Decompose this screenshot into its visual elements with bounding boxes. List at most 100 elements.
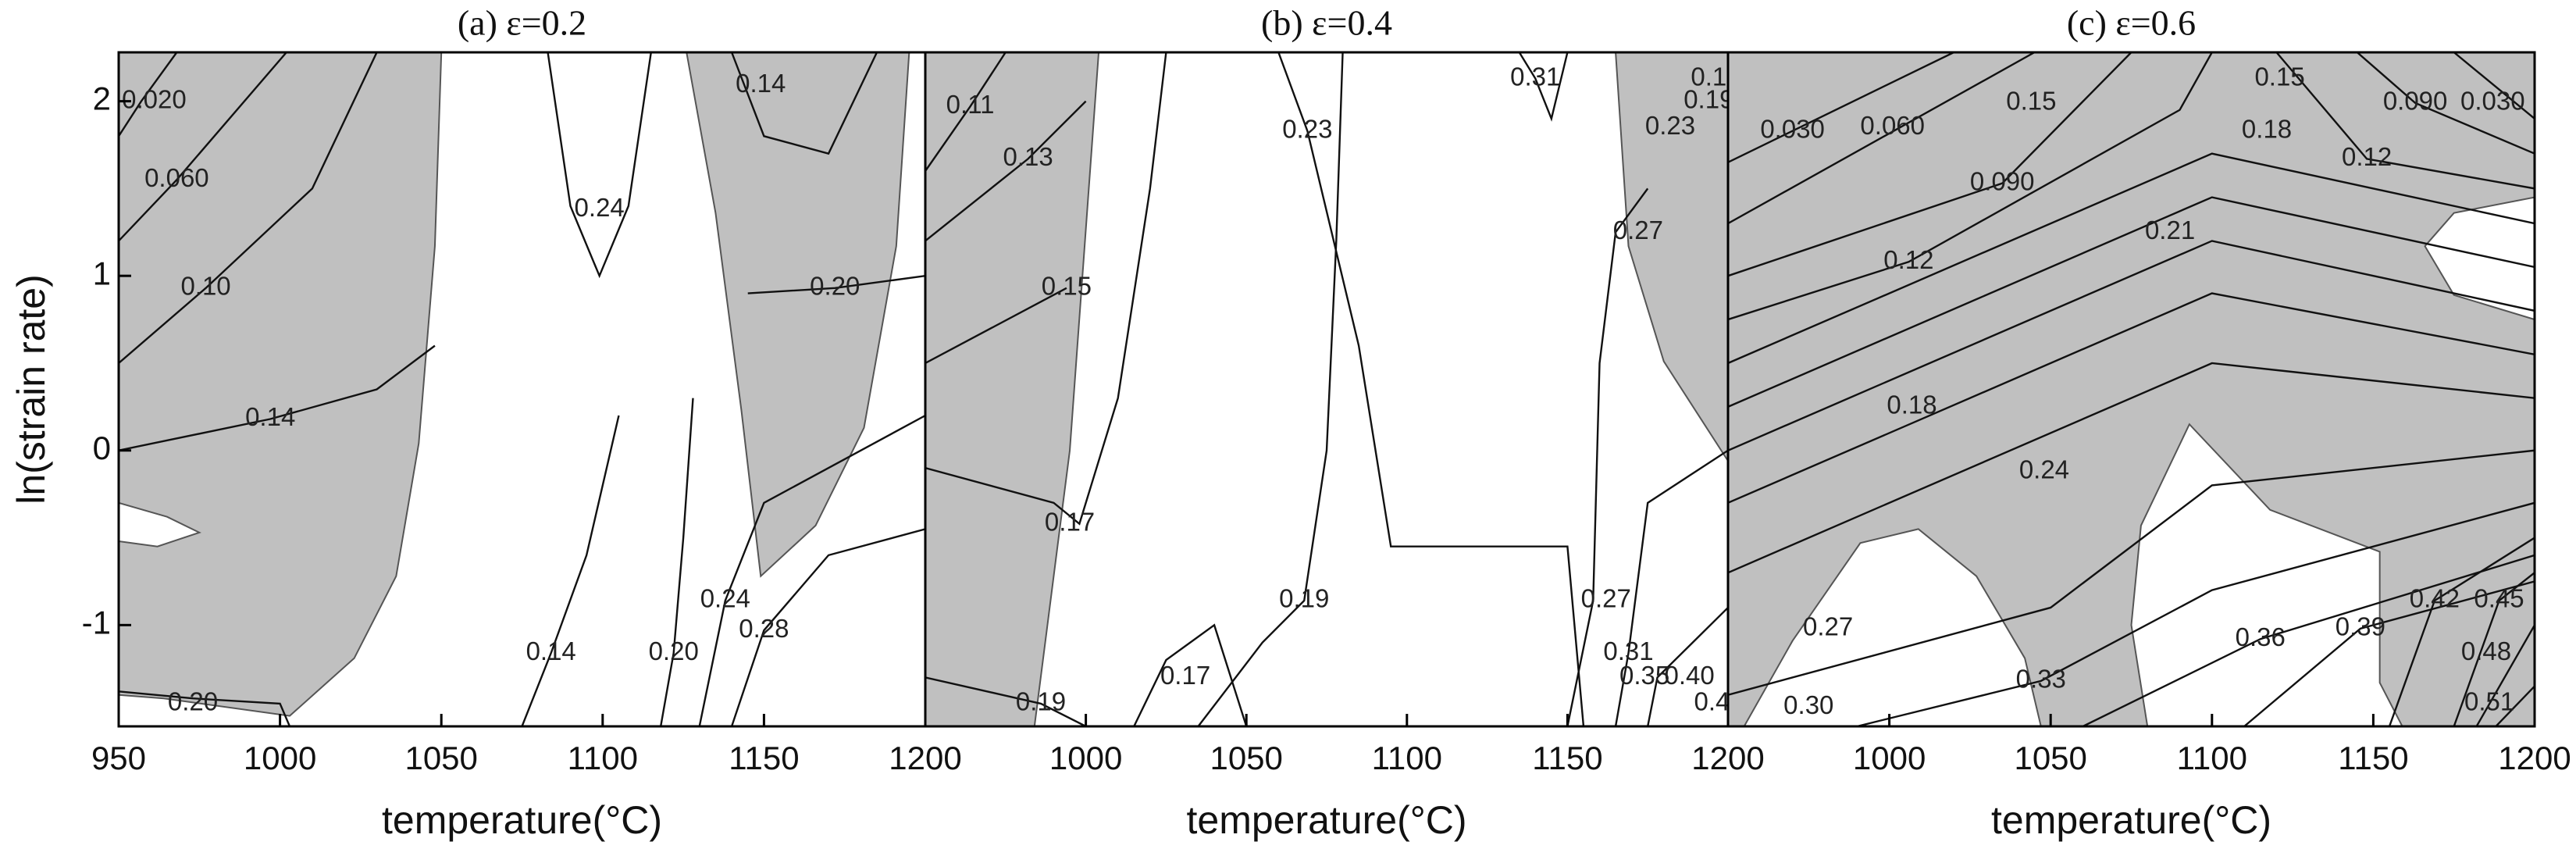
- contour-line: [1856, 501, 2535, 726]
- contour-line: [1518, 52, 1569, 122]
- contour-line: [1728, 52, 2132, 277]
- shaded-region: [1615, 52, 1728, 463]
- contour-label: 0.060: [144, 163, 209, 192]
- contour-label: 0.21: [2145, 216, 2195, 244]
- contour-label: 0.12: [2342, 142, 2392, 171]
- contour-label: 0.14: [245, 402, 295, 431]
- contour-label: 0.27: [1581, 584, 1631, 613]
- contour-label: 0.090: [2383, 87, 2448, 116]
- contour-label: 0.51: [2464, 687, 2514, 716]
- x-tick-label: 1000: [1049, 740, 1122, 776]
- contour-line: [2453, 52, 2535, 119]
- x-tick-label: 1050: [2014, 740, 2086, 776]
- contour-label: 0.20: [649, 637, 699, 665]
- x-axis-label: temperature(°C): [1187, 798, 1467, 842]
- shaded-region: [686, 52, 910, 578]
- contour-label: 0.31: [1510, 62, 1560, 91]
- y-tick-label: 1: [93, 255, 111, 291]
- contour-line: [1614, 449, 1728, 726]
- contour-label: 0.030: [2460, 87, 2525, 116]
- contour-line: [1566, 187, 1649, 726]
- y-tick-label: 2: [93, 80, 111, 117]
- contour-label: 0.14: [526, 637, 576, 665]
- contour-line: [547, 52, 652, 279]
- contour-label: 0.17: [1045, 507, 1095, 536]
- contour-line: [925, 52, 1167, 526]
- plot-frame: [1726, 51, 2536, 728]
- contour-line: [2275, 52, 2535, 190]
- panel-title: (b) ε=0.4: [1261, 3, 1392, 43]
- contour-label: 0.19: [1016, 687, 1066, 716]
- plot-area: 0.110.130.150.170.190.230.310.270.190.17…: [925, 52, 1733, 726]
- contour-label: 0.20: [810, 272, 860, 301]
- contour-label: 0.15: [2254, 62, 2304, 91]
- contour-line: [925, 100, 1087, 242]
- shaded-region: [925, 52, 1100, 726]
- contour-line: [2356, 52, 2535, 155]
- x-tick-label: 1200: [2498, 740, 2571, 776]
- contour-line: [2475, 624, 2535, 726]
- contour-line: [119, 52, 178, 137]
- contour-label: 0.30: [1783, 690, 1833, 719]
- contour-label: 0.24: [700, 584, 750, 613]
- contour-label: 0.11: [946, 90, 995, 119]
- x-tick-label: 1200: [1691, 740, 1764, 776]
- contour-line: [1728, 449, 2535, 696]
- contour-label: 0.28: [739, 614, 789, 643]
- contour-label: 0.20: [168, 687, 218, 716]
- contour-label: 0.39: [2336, 612, 2385, 641]
- plot-area: 0.030 0.060 0.15 0.15 0.18 0.090 0.090 0.030 0.1…: [1728, 52, 2535, 726]
- x-tick-label: 1050: [1210, 740, 1282, 776]
- contour-label: 0.19: [1279, 584, 1329, 613]
- contour-line: [1728, 52, 2036, 225]
- contour-label: 0.23: [1645, 111, 1695, 140]
- contour-line: [925, 52, 1007, 172]
- contour-label: 0.020: [122, 84, 187, 113]
- contour-label: 0.13: [1003, 142, 1053, 171]
- contour-line: [925, 287, 1067, 365]
- contour-label: 0.15: [2006, 87, 2056, 116]
- contour-line: [521, 415, 620, 726]
- contour-label: 0.35: [1619, 661, 1669, 690]
- contour-line: [730, 528, 925, 726]
- contour-line: [1728, 152, 2535, 365]
- contour-line: [2082, 554, 2535, 726]
- contour-label: 0.36: [2236, 622, 2286, 651]
- contour-label: 0.24: [575, 193, 625, 222]
- contour-line: [1647, 607, 1728, 726]
- contour-label: 0.42: [2410, 584, 2460, 613]
- x-tick-label: 1100: [1372, 740, 1442, 776]
- x-tick-label: 1000: [244, 740, 316, 776]
- contour-line: [2453, 572, 2535, 726]
- panel-title: (c) ε=0.6: [2067, 3, 2196, 43]
- x-tick-label: 1150: [1532, 740, 1602, 776]
- contour-line: [2243, 580, 2535, 726]
- contour-label: 0.31: [1603, 637, 1653, 665]
- x-axis-label: temperature(°C): [382, 798, 662, 842]
- contour-line: [119, 344, 436, 451]
- x-tick-label: 1050: [404, 740, 477, 776]
- contour-line: [1728, 240, 2535, 451]
- contour-label: 0.33: [2016, 665, 2066, 694]
- contour-label: 0.12: [1883, 245, 1933, 274]
- contour-line: [1197, 52, 1344, 726]
- contour-label: 0.27: [1803, 612, 1853, 641]
- x-tick-label: 1150: [729, 740, 799, 776]
- contour-line: [1277, 52, 1585, 726]
- contour-label: 0.030: [1760, 114, 1825, 143]
- contour-label: 0.40: [1665, 661, 1715, 690]
- contour-line: [730, 52, 878, 155]
- contour-label: 0.19: [1683, 84, 1733, 113]
- contour-line: [1133, 623, 1248, 726]
- x-tick-label: 1200: [889, 740, 961, 776]
- contour-line: [1728, 52, 2213, 321]
- contour-label: 0.45: [2474, 584, 2524, 613]
- x-axis-label: temperature(°C): [1991, 798, 2271, 842]
- contour-label: 0.1: [1691, 62, 1726, 91]
- y-tick-label: -1: [82, 604, 111, 640]
- contour-label: 0.17: [1160, 661, 1210, 690]
- contour-line: [1728, 292, 2535, 504]
- shaded-region: [119, 52, 443, 717]
- contour-label: 0.18: [2242, 114, 2292, 143]
